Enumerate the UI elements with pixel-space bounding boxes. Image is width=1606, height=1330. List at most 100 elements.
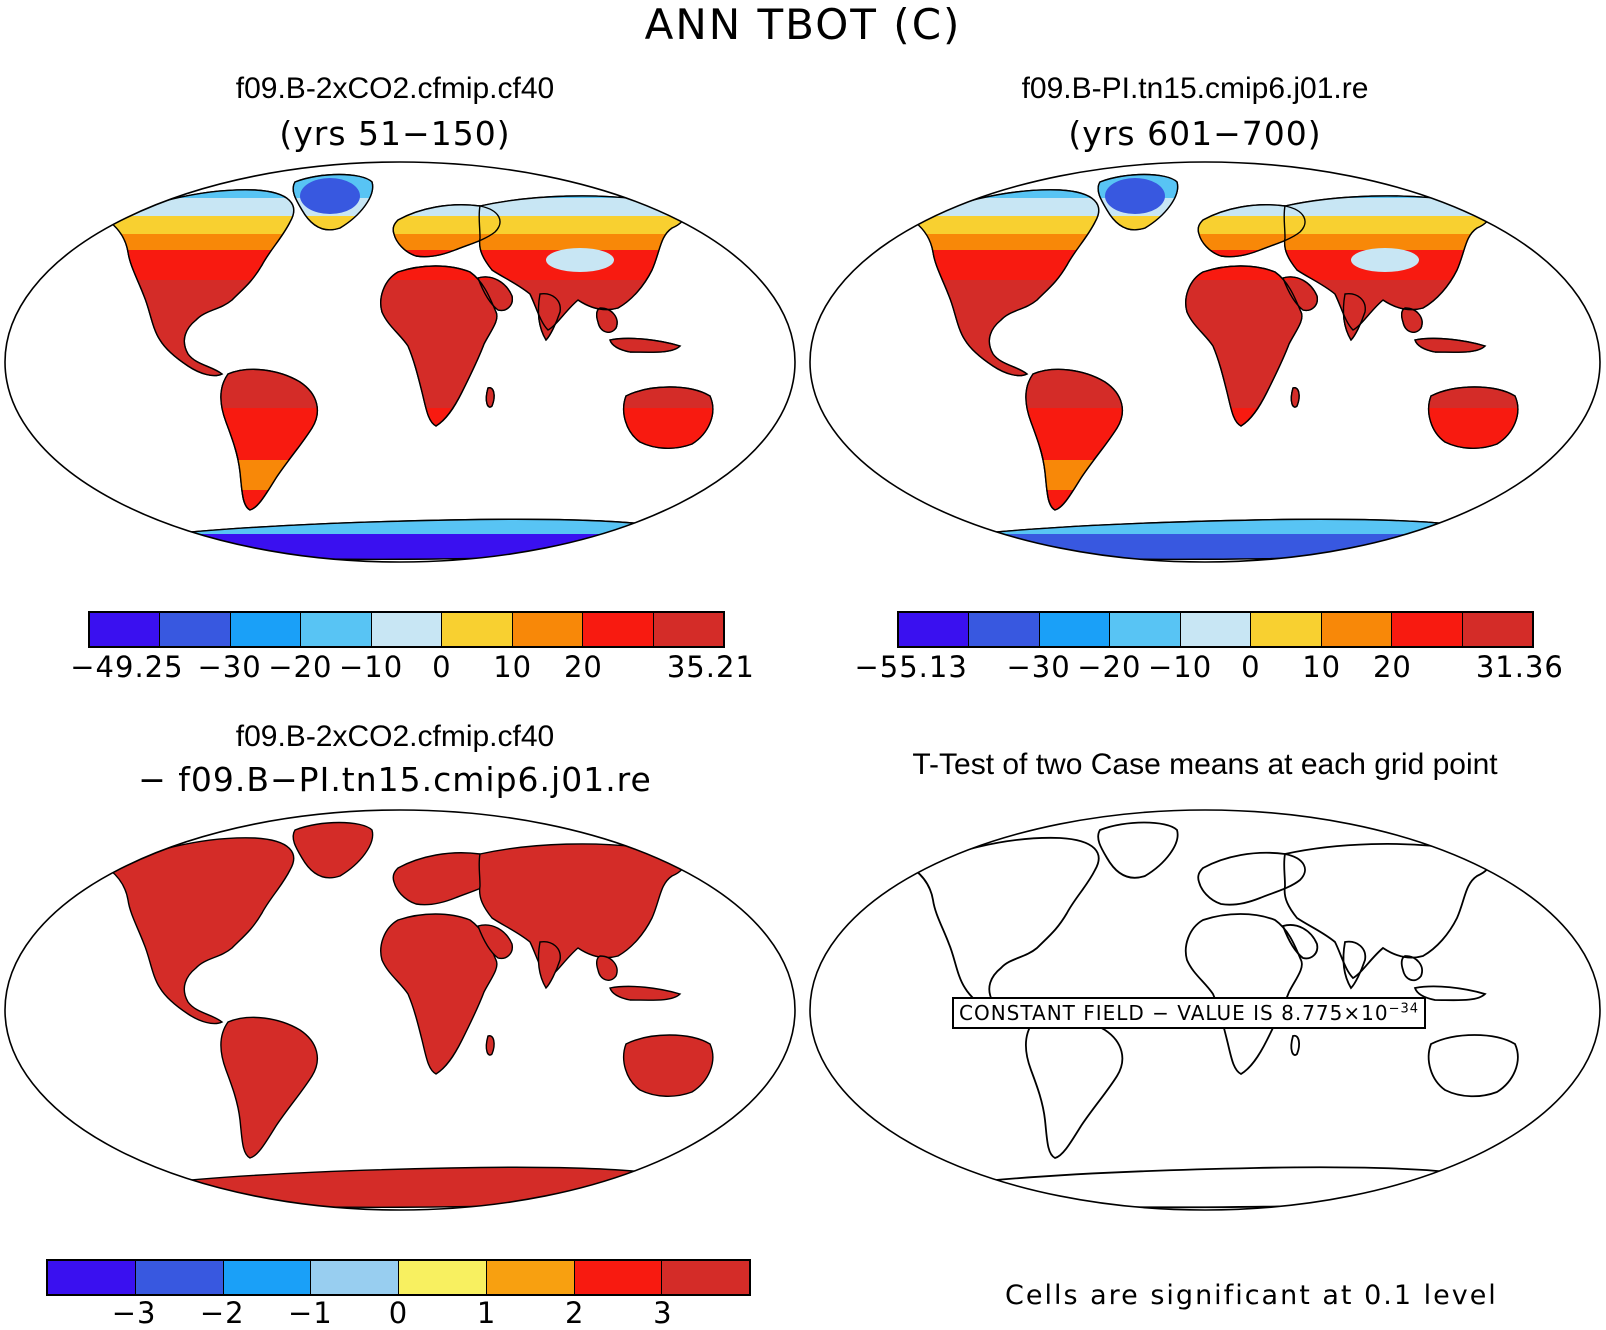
continent-arabia [477,924,513,960]
outline-indonesia [609,337,682,353]
panel-br-title: T-Test of two Case means at each grid po… [912,748,1498,781]
figure-title: ANN TBOT (C) [644,0,962,49]
colorbar-tick-label: −1 [288,1296,333,1330]
outline-europe [392,204,501,258]
zone-midlat [110,232,713,250]
zone-antarctic [110,534,713,560]
colorbar-tl-swatch [442,613,513,646]
continent-greenland [292,821,374,879]
colorbar-b-swatch [399,1261,487,1294]
colorbar-tick-label: −30 [197,650,262,684]
colorbar-b-swatch [486,1261,575,1294]
colorbar-tick-label: −3 [111,1296,157,1330]
colorbar-tick-label: 2 [565,1296,585,1330]
colorbar-top-left [88,611,725,648]
outline-india [1342,293,1366,342]
outline-arabia [1282,276,1318,312]
colorbar-b-swatch [48,1261,136,1294]
colorbar-tl-swatch [160,613,231,646]
outline-africa [380,265,498,427]
outline-india [537,293,561,342]
outline-australia [1427,386,1519,449]
outline-arabia [477,276,513,312]
colorbar-tl-swatch [90,613,161,646]
map-top-right [809,161,1601,563]
colorbar-tick-label: −10 [1148,650,1213,684]
continent-australia [622,1034,714,1097]
outline-australia [622,386,714,449]
panel-tl-title: f09.B-2xCO2.cfmip.cf40 [235,72,555,105]
continent-madagascar [485,1035,495,1056]
colorbar-tl-swatch [230,613,302,646]
panel-bl-subtitle: − f09.B−PI.tn15.cmip6.j01.re [138,760,652,799]
colorbar-tick-label: −2 [199,1296,245,1330]
outline-northAmerica [108,189,295,377]
zone-tibet [546,248,614,272]
colorbar-b-swatch [662,1261,749,1294]
colorbar-tr-swatch [1251,613,1322,646]
colorbar-tl-swatch [301,613,372,646]
continent-northAmerica [913,836,1100,1025]
colorbar-tr-swatch [1321,613,1393,646]
map-border [809,161,1601,563]
colorbar-tick-label: −20 [1077,650,1142,684]
continent-southAmerica [220,1016,319,1159]
continent-arabia [1281,924,1319,960]
zone-midlat [915,232,1518,250]
zone-cool [110,214,713,234]
colorbar-b-swatch [223,1261,312,1294]
zone-antarctic [915,534,1518,560]
colorbar-b-swatch [135,1261,224,1294]
colorbar-tick-label: 0 [432,650,452,684]
outline-seasia [1400,307,1423,333]
colorbar-b-swatch [311,1261,399,1294]
map-top-left [4,161,796,563]
outline-africa [1185,265,1303,427]
outline-europe [1197,204,1306,258]
colorbar-top-right [897,611,1534,648]
colorbar-tick-label: 35.21 [666,650,755,684]
panel-bl-title: f09.B-2xCO2.cfmip.cf40 [235,720,555,753]
map-border [4,809,796,1211]
colorbar-tick-label: 31.36 [1475,650,1564,684]
outline-indonesia [1414,337,1487,353]
colorbar-tick-label: 10 [1302,650,1342,684]
continent-southAmerica [1025,1016,1124,1159]
colorbar-tick-label: 20 [563,650,603,684]
continent-europe [392,852,501,906]
outline-madagascar [485,387,495,408]
panel-tl-subtitle: (yrs 51−150) [279,114,511,153]
continent-seasia [1400,955,1423,982]
outline-southAmerica [220,368,319,511]
continent-northAmerica [108,837,295,1025]
zone-greenland-ice [1105,178,1165,214]
continent-india [1342,940,1367,990]
map-border [4,161,796,563]
significance-note: Cells are significant at 0.1 level [1005,1280,1498,1311]
map-bottom-left [4,809,796,1211]
zone-tibet [1351,248,1419,272]
colorbar-tr-swatch [1110,613,1181,646]
colorbar-tick-label: 0 [388,1296,409,1330]
panel-tr-subtitle: (yrs 601−700) [1068,114,1322,153]
colorbar-tick-label: 0 [1241,650,1261,684]
outline-northAmerica [913,189,1100,377]
colorbar-tr-swatch [1180,613,1252,646]
colorbar-tl-swatch [512,613,584,646]
colorbar-tl-swatch [583,613,654,646]
colorbar-tick-label: −10 [339,650,404,684]
colorbar-tr-swatch [1392,613,1463,646]
colorbar-tr-swatch [969,613,1040,646]
colorbar-tick-label: −30 [1006,650,1071,684]
continent-indonesia [609,985,682,1001]
outline-seasia [595,307,618,333]
colorbar-tick-label: −20 [268,650,333,684]
map-border [809,809,1601,1211]
continent-europe [1197,851,1306,906]
outline-greenland [292,173,374,231]
constant-field-label: CONSTANT FIELD − VALUE IS 8.775×10−34 [952,997,1427,1029]
continent-india [537,941,561,990]
constant-field-exponent: −34 [1388,1001,1420,1017]
colorbar-b-swatch [574,1261,663,1294]
continent-africa [1184,913,1303,1076]
